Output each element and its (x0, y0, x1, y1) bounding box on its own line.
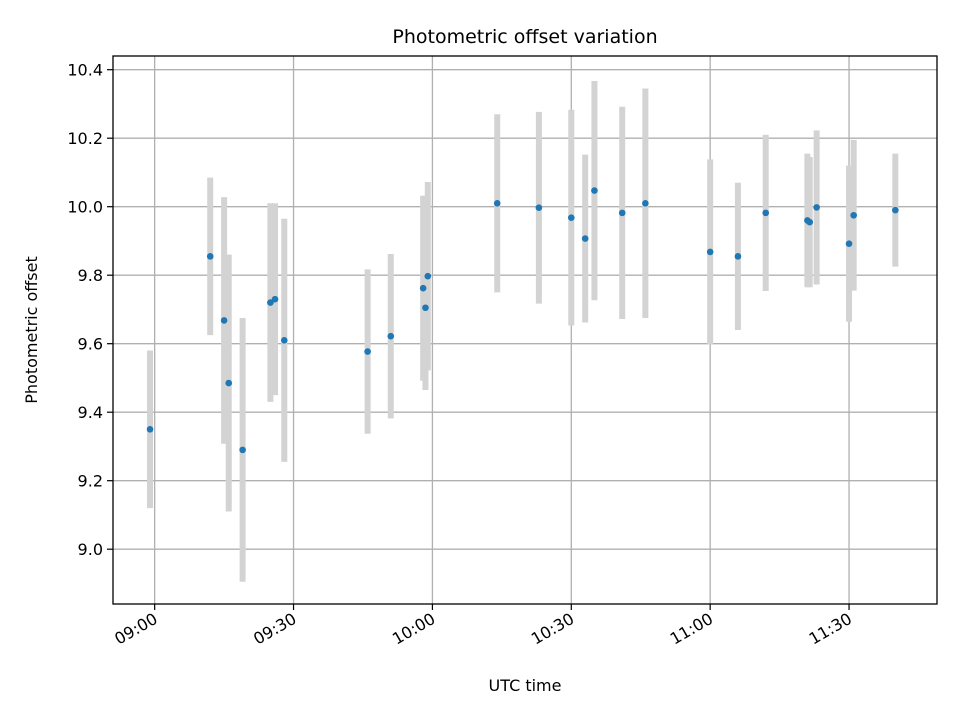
data-point (280, 336, 288, 344)
y-tick-label: 10.4 (67, 61, 103, 80)
y-axis-ticks: 9.0 9.2 9.4 9.6 9.8 10.0 10.2 10.4 (67, 61, 113, 559)
x-tick-label: 09:30 (250, 609, 299, 649)
data-point (206, 253, 214, 260)
data-point (642, 199, 649, 207)
x-axis-ticks: 09:00 09:30 10:00 10:30 11:00 11:30 (111, 604, 855, 649)
y-tick-label: 9.6 (78, 335, 103, 354)
data-point (267, 299, 274, 306)
error-bars (147, 81, 899, 582)
data-point (422, 304, 429, 312)
x-tick-label: 11:30 (806, 609, 855, 649)
data-points (146, 187, 899, 454)
x-tick-label: 10:30 (528, 609, 577, 649)
y-tick-label: 9.4 (78, 403, 103, 422)
data-point (813, 204, 820, 211)
grid (113, 56, 937, 604)
y-tick-label: 10.2 (67, 129, 103, 148)
data-point (271, 295, 279, 303)
data-point (239, 446, 246, 454)
data-point (535, 204, 543, 212)
data-point (850, 211, 857, 219)
data-point (225, 379, 233, 387)
y-axis-label: Photometric offset (22, 256, 41, 404)
data-point (146, 426, 154, 433)
data-point (618, 209, 626, 217)
y-tick-label: 10.0 (67, 198, 103, 217)
y-tick-label: 9.8 (78, 266, 103, 285)
data-point (762, 209, 770, 217)
x-tick-label: 10:00 (389, 609, 438, 649)
data-point (706, 248, 714, 256)
y-tick-label: 9.0 (78, 540, 103, 559)
data-point (734, 253, 742, 260)
data-point (806, 218, 813, 226)
plot-frame (112, 55, 938, 605)
data-point (892, 206, 899, 214)
x-tick-label: 11:00 (667, 609, 716, 649)
data-point (567, 214, 575, 221)
data-point (845, 240, 853, 247)
data-point (419, 284, 427, 292)
x-axis-label: UTC time (489, 676, 562, 695)
chart-title: Photometric offset variation (392, 26, 657, 48)
y-tick-label: 9.2 (78, 472, 103, 491)
data-point (581, 235, 589, 242)
data-point (220, 317, 228, 324)
x-tick-label: 09:00 (111, 609, 160, 649)
data-point (493, 199, 501, 207)
data-point (364, 348, 371, 355)
data-point (387, 332, 395, 340)
data-point (424, 272, 432, 280)
data-point (591, 187, 598, 194)
